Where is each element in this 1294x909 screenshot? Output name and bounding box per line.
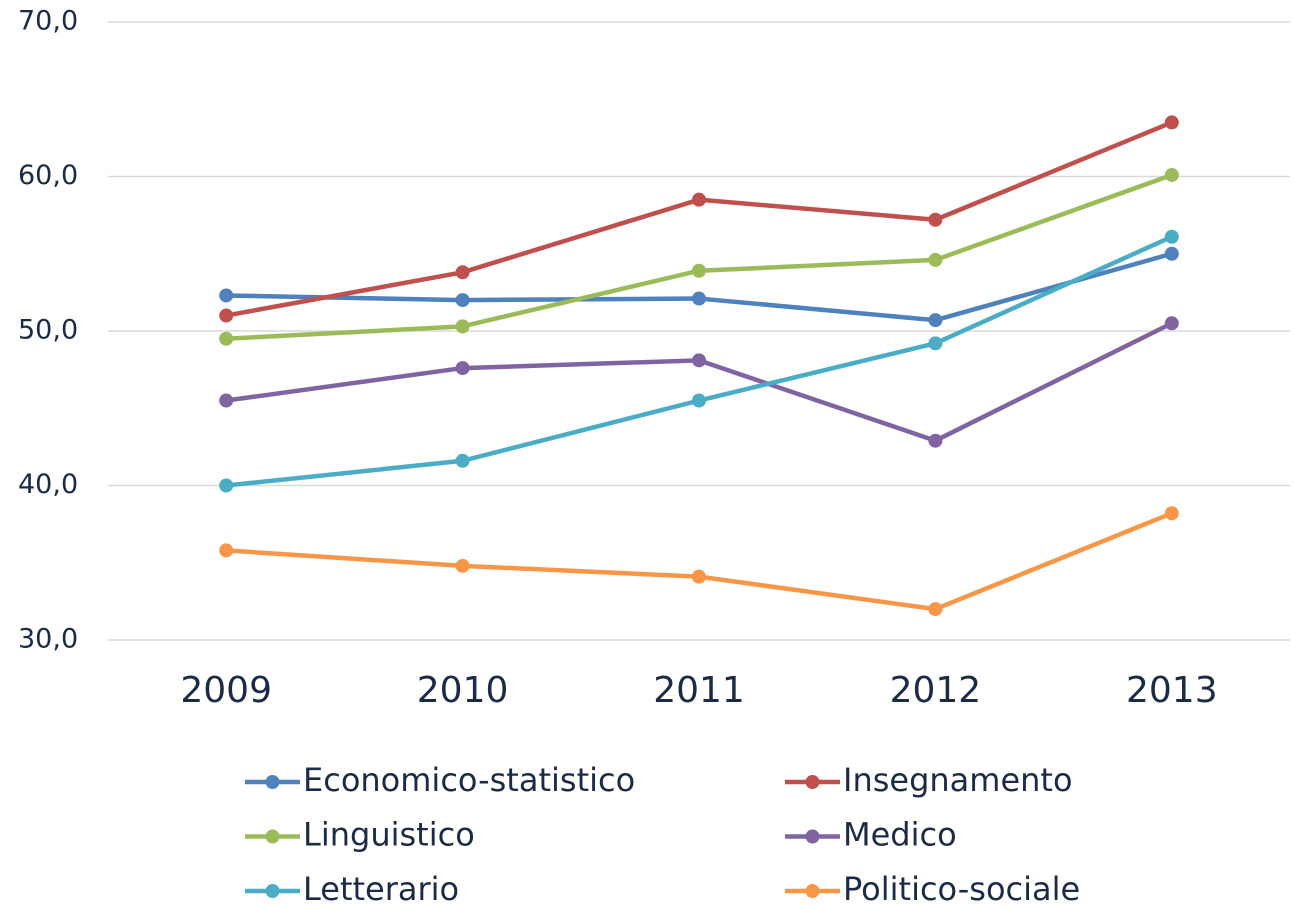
data-point (692, 569, 706, 584)
data-point (455, 361, 470, 376)
data-point (1164, 246, 1179, 261)
legend-marker (265, 884, 280, 898)
data-point (455, 265, 470, 280)
series-line (226, 511, 1173, 612)
data-point (692, 393, 706, 408)
x-tick-label: 2012 (890, 670, 982, 711)
data-point (928, 212, 943, 227)
legend-label: Economico-statistico (303, 761, 635, 799)
x-tick-label: 2013 (1126, 670, 1218, 711)
legend-label: Medico (843, 816, 957, 854)
series-line (225, 120, 1173, 318)
data-point (928, 433, 943, 448)
x-tick-label: 2009 (180, 670, 272, 711)
legend-label: Insegnamento (843, 761, 1073, 799)
data-point (219, 543, 234, 558)
data-point (455, 453, 470, 468)
data-point (692, 291, 706, 306)
data-point (219, 393, 234, 408)
data-point (455, 293, 470, 308)
series-line (225, 321, 1173, 443)
data-point (928, 313, 943, 328)
y-tick-label: 70,0 (18, 6, 78, 37)
data-point (692, 192, 706, 207)
legend-marker (265, 775, 280, 789)
data-point (1164, 167, 1179, 182)
y-tick-label: 50,0 (18, 315, 78, 346)
legend-label: Politico-sociale (843, 870, 1080, 908)
data-point (1164, 115, 1179, 130)
data-point (692, 353, 706, 368)
data-point (692, 263, 706, 278)
data-point (219, 478, 234, 493)
data-point (455, 558, 470, 573)
data-point (1164, 229, 1179, 244)
data-point (219, 288, 234, 303)
legend-marker (265, 829, 280, 844)
legend-marker (805, 829, 820, 844)
data-point (928, 252, 943, 267)
series-line (226, 251, 1173, 323)
y-tick-label: 40,0 (18, 469, 78, 500)
legend-marker (805, 775, 820, 789)
x-tick-label: 2010 (417, 670, 509, 711)
data-point (219, 331, 234, 346)
legend-label: Letterario (303, 870, 459, 908)
data-point (1164, 316, 1179, 331)
y-tick-label: 60,0 (18, 160, 78, 191)
legend-label: Linguistico (303, 816, 475, 854)
data-point (455, 319, 470, 334)
y-tick-label: 30,0 (18, 624, 78, 655)
data-point (1164, 506, 1179, 521)
data-point (928, 336, 943, 351)
legend-marker (805, 884, 820, 898)
data-point (219, 308, 234, 323)
data-point (928, 602, 943, 617)
x-tick-label: 2011 (653, 670, 745, 711)
